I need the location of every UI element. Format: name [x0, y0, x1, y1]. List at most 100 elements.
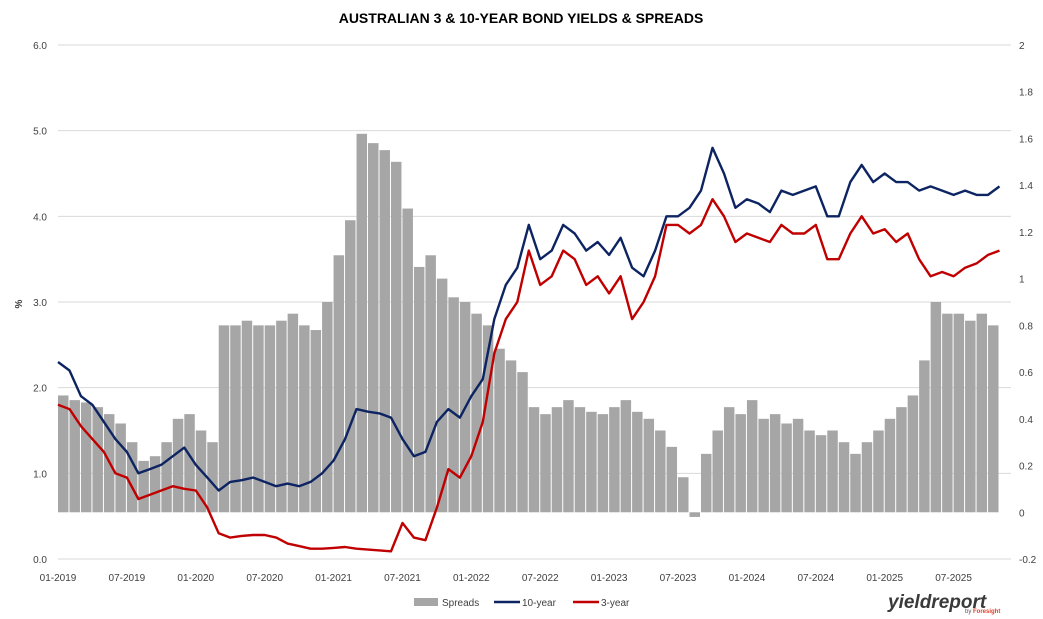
yield-lines	[57, 146, 1001, 553]
spread-bar	[448, 297, 459, 513]
spread-bar	[276, 320, 287, 513]
spread-bar	[586, 411, 597, 513]
spread-bar	[149, 456, 161, 513]
spread-bar	[953, 313, 965, 513]
spread-bar	[69, 400, 80, 513]
spread-bar	[345, 220, 356, 513]
left-tick-label: 1.0	[33, 469, 47, 480]
spread-bar	[80, 402, 92, 513]
logo-sub-text: by	[965, 609, 971, 615]
spread-bar	[505, 360, 517, 513]
spread-bar	[712, 430, 723, 513]
spread-bar	[471, 313, 482, 513]
spread-bar	[322, 302, 333, 513]
x-tick-label: 07-2025	[935, 573, 972, 584]
spread-bar	[838, 442, 850, 513]
spread-bar	[425, 255, 436, 513]
logo-brand-text: Foresight	[973, 609, 1000, 615]
spread-bar	[126, 442, 138, 513]
spread-bar	[930, 302, 942, 513]
left-tick-label: 6.0	[33, 41, 47, 52]
legend-label: 3-year	[601, 598, 630, 609]
right-tick-label: 0.6	[1019, 368, 1033, 379]
right-axis-ticks: 2 1.8 1.6 1.4 1.2 1 0.8 0.6 0.4 0.2 0 -0.2	[1019, 41, 1037, 566]
x-tick-label: 07-2021	[384, 573, 421, 584]
spread-bar	[723, 407, 735, 513]
spread-bar	[161, 442, 172, 513]
spread-bar	[92, 407, 103, 513]
spread-bar	[746, 400, 758, 513]
spread-bar	[172, 418, 184, 513]
x-tick-label: 07-2023	[660, 573, 697, 584]
spread-bar	[735, 414, 746, 513]
spread-bar	[551, 407, 563, 513]
spread-bar	[218, 325, 230, 513]
legend: Spreads 10-year 3-year	[414, 598, 630, 609]
spread-bar	[482, 325, 494, 513]
spread-bar	[517, 372, 528, 513]
spread-bar	[241, 320, 253, 513]
spread-bar	[769, 414, 781, 513]
spread-bar	[402, 208, 413, 513]
x-tick-label: 01-2021	[315, 573, 352, 584]
spread-bar	[700, 453, 712, 513]
spread-bar	[230, 325, 241, 513]
left-tick-label: 0.0	[33, 555, 47, 566]
spread-bar	[873, 430, 884, 513]
spread-bar	[413, 266, 425, 513]
x-tick-label: 01-2019	[40, 573, 77, 584]
x-tick-label: 07-2019	[109, 573, 146, 584]
spread-bar	[494, 348, 505, 513]
right-tick-label: 0.2	[1019, 462, 1033, 473]
spread-bar	[792, 418, 804, 513]
spread-bar	[884, 418, 896, 513]
x-tick-label: 01-2025	[866, 573, 903, 584]
spread-bar	[540, 414, 551, 513]
spread-bar	[850, 453, 861, 513]
spread-bar	[965, 320, 976, 513]
spread-bar	[138, 460, 149, 513]
right-tick-label: 1.4	[1019, 181, 1033, 192]
spread-bar	[184, 414, 195, 513]
right-tick-label: 0	[1019, 508, 1025, 519]
spread-bar	[115, 423, 126, 513]
chart-title: AUSTRALIAN 3 & 10-YEAR BOND YIELDS & SPR…	[339, 10, 704, 26]
right-tick-label: -0.2	[1019, 555, 1037, 566]
spread-bar	[310, 330, 322, 513]
spread-bar	[207, 442, 218, 513]
spread-bar	[942, 313, 953, 513]
spread-bar	[528, 407, 540, 513]
line-3-year	[57, 197, 1000, 553]
x-tick-label: 07-2020	[246, 573, 283, 584]
right-tick-label: 1	[1019, 275, 1025, 286]
x-tick-label: 07-2024	[797, 573, 834, 584]
left-tick-label: 5.0	[33, 127, 47, 138]
spread-bar	[815, 435, 827, 513]
x-axis-ticks: 01-2019 07-2019 01-2020 07-2020 01-2021 07-20…	[40, 573, 973, 584]
spread-bar	[299, 325, 310, 513]
left-tick-label: 2.0	[33, 384, 47, 395]
right-tick-label: 2	[1019, 41, 1025, 52]
spread-bar	[861, 442, 873, 513]
spread-bar	[988, 325, 999, 513]
spread-bar	[563, 400, 574, 513]
spread-bar	[253, 325, 264, 513]
spread-bar	[827, 430, 838, 513]
spread-bar	[643, 418, 655, 513]
right-tick-label: 1.8	[1019, 88, 1033, 99]
spread-bar	[264, 325, 276, 513]
spread-bar	[597, 414, 609, 513]
spread-bar	[390, 161, 402, 513]
spread-bar	[919, 360, 930, 513]
spread-bar	[896, 407, 907, 513]
yieldreport-logo: yieldreport by Foresight	[887, 592, 1000, 615]
legend-label: 10-year	[522, 598, 557, 609]
right-tick-label: 1.6	[1019, 134, 1033, 145]
spread-bar	[356, 133, 368, 513]
legend-swatch-spreads	[414, 598, 438, 606]
spread-bar	[689, 512, 700, 517]
legend-label: Spreads	[442, 598, 479, 609]
spread-bar	[976, 313, 988, 513]
spread-bar	[609, 407, 620, 513]
